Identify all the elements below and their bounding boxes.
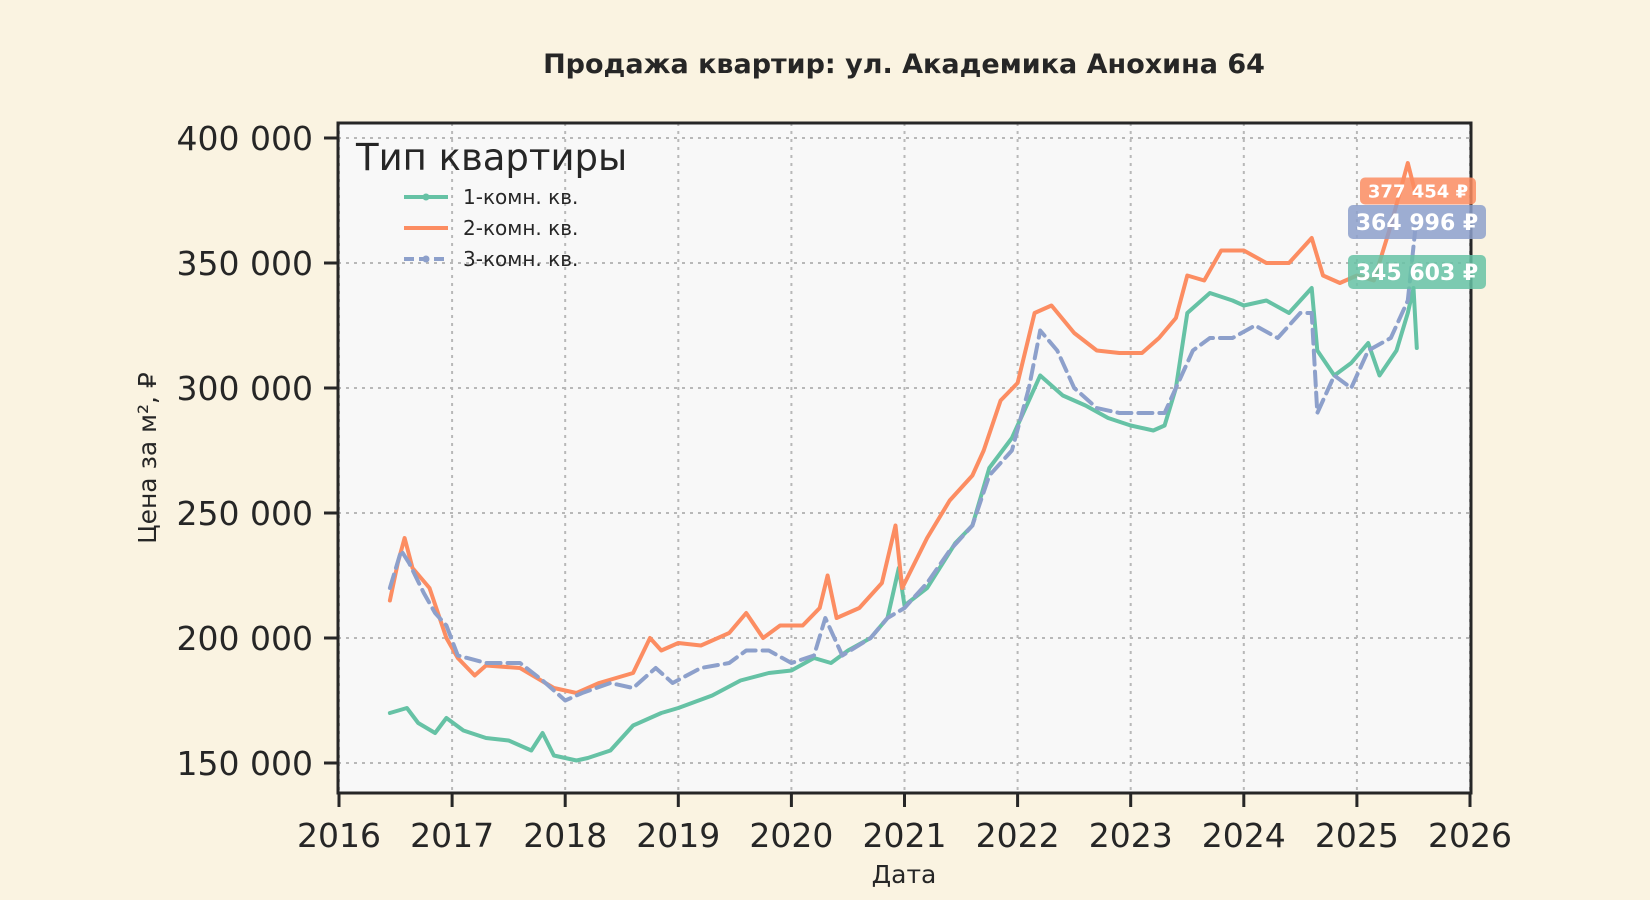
badge-label: 345 603 ₽ [1356, 261, 1478, 286]
badge-label: 364 996 ₽ [1356, 211, 1478, 236]
legend-label: 3-комн. кв. [463, 247, 578, 271]
legend-marker [422, 255, 430, 263]
legend-title: Тип квартиры [355, 136, 627, 179]
chart-title: Продажа квартир: ул. Академика Анохина 6… [543, 49, 1265, 80]
badge-box [1360, 177, 1476, 205]
legend: Тип квартиры 1-комн. кв. 2-комн. кв. 3-ком… [355, 136, 627, 271]
x-tick-label: 2020 [749, 816, 833, 855]
series-line-3 [387, 223, 1418, 703]
y-tick-label: 350 000 [177, 244, 313, 283]
y-tick-label: 250 000 [177, 494, 313, 533]
x-tick-label: 2021 [863, 816, 947, 855]
badge-box [1348, 255, 1486, 289]
x-tick-label: 2025 [1315, 816, 1399, 855]
x-tick-label: 2024 [1202, 816, 1286, 855]
plot-area [338, 123, 1471, 793]
x-tick-label: 2019 [636, 816, 720, 855]
legend-label: 2-комн. кв. [463, 216, 578, 240]
badge-label: 377 454 ₽ [1368, 181, 1468, 202]
legend-label: 1-комн. кв. [463, 185, 578, 209]
last-value-badge: 377 454 ₽ [1360, 177, 1476, 205]
badge-box [1348, 205, 1486, 239]
x-tick-label: 2017 [410, 816, 494, 855]
y-tick-label: 150 000 [177, 744, 313, 783]
x-tick-label: 2026 [1428, 816, 1512, 855]
series-line-1 [387, 286, 1419, 763]
y-axis: 150 000 200 000 250 000 300 000 350 000 400 0… [177, 119, 338, 783]
x-tick-label: 2016 [297, 816, 381, 855]
last-value-labels: 345 603 ₽ 377 454 ₽ 364 996 ₽ [1348, 177, 1486, 289]
legend-marker [422, 193, 430, 201]
y-tick-label: 300 000 [177, 369, 313, 408]
x-tick-label: 2023 [1089, 816, 1173, 855]
series-layer [387, 161, 1419, 763]
y-tick-label: 400 000 [177, 119, 313, 158]
y-tick-label: 200 000 [177, 619, 313, 658]
x-axis: 2016 2017 2018 2019 2020 2021 2022 2023 2024 2025… [297, 793, 1512, 855]
x-tick-label: 2022 [976, 816, 1060, 855]
last-value-badge: 345 603 ₽ [1348, 255, 1486, 289]
y-axis-label: Цена за м², ₽ [133, 372, 162, 544]
last-value-badge: 364 996 ₽ [1348, 205, 1486, 239]
x-axis-label: Дата [872, 860, 937, 889]
x-tick-label: 2018 [523, 816, 607, 855]
